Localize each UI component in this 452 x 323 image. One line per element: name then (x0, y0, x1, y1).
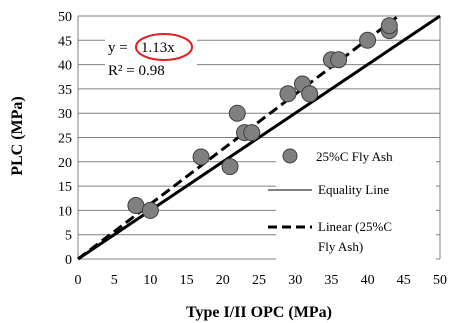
y-tick-30: 30 (58, 107, 72, 122)
equation-value: 1.13x (141, 40, 175, 56)
x-tick-50: 50 (433, 273, 447, 288)
x-axis-title: Type I/II OPC (MPa) (186, 304, 332, 321)
equation-highlight-ellipse (135, 33, 193, 61)
data-point (221, 158, 239, 176)
legend: 25%C Fly Ash Equality Line Linear (25%C … (268, 140, 436, 260)
data-point (243, 124, 261, 142)
r-squared-label: R² = 0.98 (108, 63, 165, 79)
legend-label-linear-2: Fly Ash) (318, 239, 363, 254)
x-tick-25: 25 (252, 273, 266, 288)
x-tick-20: 20 (216, 273, 230, 288)
y-tick-25: 25 (58, 132, 72, 147)
y-tick-45: 45 (58, 34, 72, 49)
x-tick-30: 30 (288, 273, 302, 288)
x-tick-45: 45 (397, 273, 411, 288)
legend-label-fly-ash: 25%C Fly Ash (316, 149, 393, 164)
legend-label-linear-1: Linear (25%C (318, 219, 392, 234)
data-point (192, 148, 210, 166)
y-tick-50: 50 (58, 10, 72, 25)
data-point (359, 31, 377, 49)
x-tick-5: 5 (111, 273, 118, 288)
data-point (228, 104, 246, 122)
y-tick-15: 15 (58, 180, 72, 195)
data-point (330, 51, 348, 69)
y-tick-20: 20 (58, 156, 72, 171)
data-points (127, 17, 398, 219)
x-tick-35: 35 (324, 273, 338, 288)
line-equality (77, 14, 441, 261)
y-tick-10: 10 (58, 204, 72, 219)
legend-marker-fly-ash (282, 148, 298, 164)
legend-background (276, 140, 436, 260)
y-tick-0: 0 (65, 253, 72, 268)
y-tick-5: 5 (65, 229, 72, 244)
y-tick-labels: 0 5 10 15 20 25 30 35 40 45 50 (58, 10, 72, 268)
equation-prefix: y = (108, 40, 128, 56)
x-tick-0: 0 (75, 273, 82, 288)
y-tick-35: 35 (58, 83, 72, 98)
data-point (141, 201, 159, 219)
x-tick-40: 40 (361, 273, 375, 288)
data-point (301, 85, 319, 103)
data-point (279, 85, 297, 103)
y-tick-40: 40 (58, 59, 72, 74)
x-tick-10: 10 (143, 273, 157, 288)
data-point (127, 197, 145, 215)
data-point (380, 17, 398, 35)
y-axis-title: PLC (MPa) (9, 96, 26, 176)
x-tick-15: 15 (180, 273, 194, 288)
legend-label-equality: Equality Line (318, 182, 389, 197)
x-tick-labels: 0 5 10 15 20 25 30 35 40 45 50 (75, 273, 448, 288)
